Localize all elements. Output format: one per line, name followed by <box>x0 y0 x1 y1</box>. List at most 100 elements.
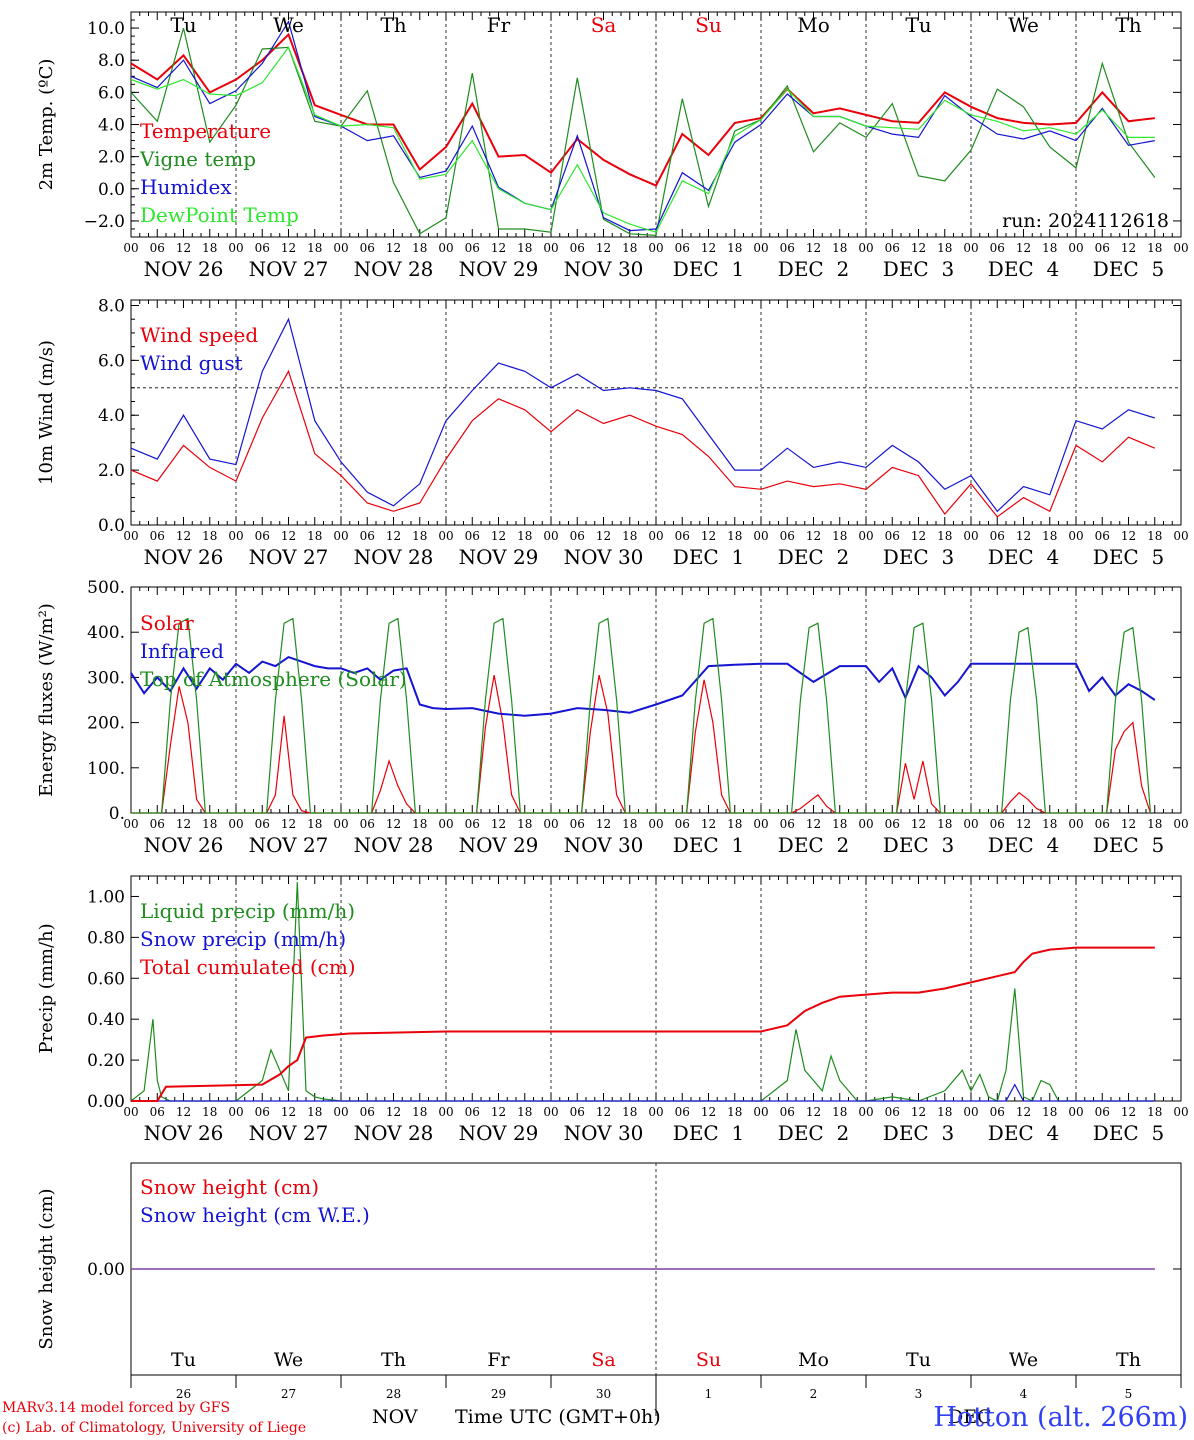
day-number-label: 4 <box>1020 1387 1028 1401</box>
legend-entry: Temperature <box>140 119 271 143</box>
hour-tick-label: 00 <box>1068 241 1083 255</box>
y-tick-label: 2.0 <box>98 461 125 481</box>
hour-tick-label: 06 <box>360 529 375 543</box>
y-tick-label: 200. <box>87 714 125 734</box>
hour-tick-label: 18 <box>517 529 532 543</box>
hour-tick-label: 06 <box>255 529 270 543</box>
hour-tick-label: 06 <box>360 817 375 831</box>
hour-tick-label: 00 <box>1068 1105 1083 1119</box>
weekday-label: Tu <box>170 13 196 37</box>
y-tick-label: 500. <box>87 578 125 598</box>
hour-tick-label: 00 <box>648 817 663 831</box>
legend-entry: Snow precip (mm/h) <box>140 927 346 951</box>
date-label: DEC 2 <box>778 833 849 857</box>
y-tick-label: 2.0 <box>98 148 125 168</box>
weekday-label: We <box>273 13 304 37</box>
hour-tick-label: 06 <box>990 529 1005 543</box>
hour-tick-label: 00 <box>963 241 978 255</box>
hour-tick-label: 12 <box>281 241 296 255</box>
plot-frame <box>130 299 1182 526</box>
hour-tick-label: 06 <box>150 1105 165 1119</box>
hour-tick-label: 00 <box>858 241 873 255</box>
hour-tick-label: 06 <box>255 817 270 831</box>
hour-tick-label: 06 <box>1095 529 1110 543</box>
hour-tick-label: 06 <box>1095 1105 1110 1119</box>
hour-tick-label: 00 <box>1173 529 1188 543</box>
date-label: NOV 30 <box>564 257 644 281</box>
hour-tick-label: 06 <box>570 1105 585 1119</box>
date-label: DEC 5 <box>1093 833 1164 857</box>
hour-tick-label: 12 <box>596 241 611 255</box>
hour-tick-label: 18 <box>517 1105 532 1119</box>
hour-tick-label: 18 <box>412 241 427 255</box>
hour-tick-label: 18 <box>202 241 217 255</box>
hour-tick-label: 18 <box>622 529 637 543</box>
weekday-label: Th <box>381 1349 406 1371</box>
hour-tick-label: 00 <box>648 529 663 543</box>
hour-tick-label: 12 <box>176 529 191 543</box>
series-line-2 <box>131 946 1155 1102</box>
hour-tick-label: 12 <box>491 529 506 543</box>
date-label: NOV 27 <box>249 833 329 857</box>
hour-tick-label: 12 <box>1121 817 1136 831</box>
hour-tick-label: 12 <box>911 241 926 255</box>
temperature-panel: 10.0 8.0 6.0 4.0 2.0 0.0 −2.0 2m Temp. (ºC) Temp… <box>36 11 1189 281</box>
hour-tick-label: 18 <box>1147 817 1162 831</box>
date-label: NOV 29 <box>459 833 539 857</box>
hour-tick-label: 18 <box>1042 529 1057 543</box>
snow-height-panel: 0.00 Snow height (cm) Snow height (cm) Snow… <box>36 1162 1182 1376</box>
hour-tick-label: 00 <box>963 529 978 543</box>
hour-tick-label: 18 <box>727 817 742 831</box>
hour-tick-label: 06 <box>465 817 480 831</box>
y-axis-label: Energy fluxes (W/m²) <box>36 603 57 797</box>
hour-tick-label: 00 <box>228 817 243 831</box>
hour-tick-label: 00 <box>858 1105 873 1119</box>
hour-tick-label: 12 <box>596 529 611 543</box>
hour-tick-label: 12 <box>281 1105 296 1119</box>
hour-tick-label: 00 <box>1173 817 1188 831</box>
hour-tick-label: 00 <box>858 817 873 831</box>
legend-entry: Liquid precip (mm/h) <box>140 899 355 923</box>
hour-tick-label: 18 <box>832 817 847 831</box>
series-line-1 <box>130 655 1156 717</box>
hour-tick-label: 00 <box>753 241 768 255</box>
date-label: DEC 1 <box>673 257 744 281</box>
hour-tick-label: 12 <box>1016 817 1031 831</box>
hour-tick-label: 12 <box>386 1105 401 1119</box>
y-tick-label: 4.0 <box>98 406 125 426</box>
y-tick-label: 400. <box>87 623 125 643</box>
y-tick-label: 10.0 <box>87 19 125 39</box>
weekday-label: Mo <box>797 13 830 37</box>
y-axis-label: Precip (mm/h) <box>36 923 57 1053</box>
hour-tick-label: 12 <box>596 1105 611 1119</box>
legend-entry: Infrared <box>140 639 224 663</box>
legend-entry: Wind speed <box>140 323 258 347</box>
hour-tick-label: 06 <box>360 1105 375 1119</box>
hour-tick-label: 00 <box>963 817 978 831</box>
date-label: DEC 4 <box>988 1121 1059 1145</box>
hour-tick-label: 18 <box>727 241 742 255</box>
hour-tick-label: 00 <box>123 1105 138 1119</box>
date-label: NOV 26 <box>144 257 224 281</box>
hour-tick-label: 06 <box>675 241 690 255</box>
series-line-0 <box>131 674 1151 814</box>
hour-tick-label: 00 <box>123 529 138 543</box>
hour-tick-label: 18 <box>1042 241 1057 255</box>
legend-entry: Snow height (cm W.E.) <box>140 1203 370 1227</box>
hour-tick-label: 06 <box>780 529 795 543</box>
y-tick-label: 300. <box>87 668 125 688</box>
series-line-3 <box>130 46 1155 233</box>
series-line-1 <box>131 1083 1155 1102</box>
hour-tick-label: 12 <box>1121 529 1136 543</box>
hour-tick-label: 18 <box>307 817 322 831</box>
y-tick-label: 6.0 <box>98 351 125 371</box>
hour-tick-label: 06 <box>150 817 165 831</box>
weekday-label: Su <box>695 13 722 37</box>
hour-tick-label: 00 <box>858 529 873 543</box>
hour-tick-label: 12 <box>491 1105 506 1119</box>
hour-tick-label: 12 <box>491 241 506 255</box>
date-label: DEC 2 <box>778 1121 849 1145</box>
date-label: DEC 4 <box>988 257 1059 281</box>
hour-tick-label: 06 <box>675 529 690 543</box>
legend-entry: Top of Atmosphere (Solar) <box>140 667 407 691</box>
